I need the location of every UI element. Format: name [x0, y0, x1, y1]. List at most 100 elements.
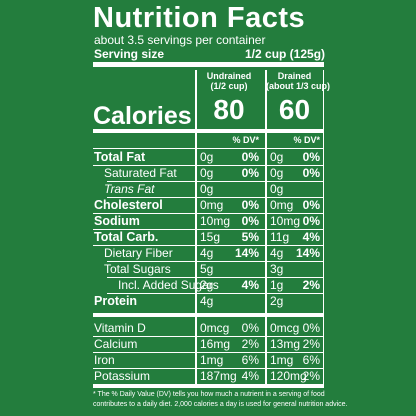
daily-value: 4% — [241, 278, 259, 292]
amount: 10mg — [200, 214, 231, 228]
thick-rule — [93, 384, 324, 388]
amount: 0g — [270, 150, 284, 164]
row-label: Dietary Fiber — [104, 246, 173, 260]
calories-label: Calories — [93, 102, 192, 130]
amount: 0mcg — [270, 321, 300, 335]
row-label: Vitamin D — [94, 321, 146, 335]
rule — [93, 245, 324, 246]
footnote: contributes to a daily diet. 2,000 calor… — [93, 401, 348, 408]
column-divider — [265, 70, 267, 384]
amount: 187mg — [200, 369, 237, 383]
amount: 4g — [200, 294, 214, 308]
column-name: Drained — [277, 71, 312, 81]
daily-value: 2% — [241, 337, 259, 351]
rule — [107, 261, 324, 262]
amount: 5g — [200, 262, 214, 276]
daily-value: 0% — [241, 321, 259, 335]
row-label: Total Fat — [94, 150, 146, 164]
row-label: Incl. Added Sugars — [118, 278, 219, 292]
amount: 0g — [270, 182, 284, 196]
rule — [93, 213, 324, 214]
rule — [107, 181, 324, 182]
column-divider — [195, 70, 197, 384]
rule — [93, 165, 324, 166]
amount: 11g — [270, 230, 290, 244]
thick-rule — [93, 313, 324, 317]
rule — [107, 293, 324, 294]
amount: 10mg — [270, 214, 301, 228]
amount: 1mg — [270, 353, 294, 367]
column-divider — [323, 70, 324, 384]
row-label: Sodium — [94, 214, 140, 228]
daily-value: 2% — [302, 369, 320, 383]
calories-value: 60 — [278, 94, 311, 125]
row-label: Protein — [94, 294, 138, 308]
daily-value: 4% — [302, 230, 320, 244]
amount: 0g — [200, 182, 214, 196]
daily-value: 4% — [241, 369, 259, 383]
column-portion: (1/2 cup) — [210, 81, 248, 91]
daily-value: 2% — [302, 337, 320, 351]
daily-value: 0% — [302, 198, 320, 212]
row-label: Trans Fat — [104, 182, 155, 196]
amount: 0g — [200, 166, 214, 180]
column-portion: (about 1/3 cup) — [266, 81, 331, 91]
amount: 2g — [270, 294, 284, 308]
calories-value: 80 — [213, 94, 245, 125]
daily-value: 0% — [302, 150, 320, 164]
amount: 4g — [270, 246, 284, 260]
column-name: Undrained — [206, 71, 252, 81]
amount: 2g — [200, 278, 214, 292]
row-label: Total Sugars — [104, 262, 171, 276]
daily-value: 6% — [241, 353, 259, 367]
daily-value: 14% — [234, 246, 259, 260]
rule — [93, 148, 324, 149]
amount: 0g — [270, 166, 284, 180]
daily-value: 0% — [241, 166, 259, 180]
amount: 0mg — [270, 198, 294, 212]
title: Nutrition Facts — [93, 2, 306, 34]
amount: 4g — [200, 246, 214, 260]
amount: 120mg — [270, 369, 307, 383]
amount: 16mg — [200, 337, 231, 351]
thick-rule — [93, 62, 324, 67]
daily-value: 6% — [302, 353, 320, 367]
rule — [107, 197, 324, 198]
amount: 0mcg — [200, 321, 230, 335]
rule — [93, 336, 324, 337]
daily-value: 0% — [302, 321, 320, 335]
row-label: Saturated Fat — [104, 166, 177, 180]
rule — [93, 229, 324, 230]
amount: 15g — [200, 230, 221, 244]
daily-value: 0% — [241, 150, 259, 164]
rule — [93, 368, 324, 369]
row-label: Potassium — [94, 369, 151, 383]
thick-rule — [93, 129, 324, 133]
daily-value: 5% — [241, 230, 259, 244]
daily-value: 0% — [241, 198, 259, 212]
row-label: Calcium — [94, 337, 138, 351]
amount: 0g — [200, 150, 214, 164]
amount: 0mg — [200, 198, 224, 212]
servings: about 3.5 servings per container — [94, 33, 266, 47]
amount: 3g — [270, 262, 284, 276]
daily-value: 0% — [302, 166, 320, 180]
serving-size: 1/2 cup (125g) — [245, 47, 326, 61]
daily-value: 0% — [302, 214, 320, 228]
daily-value: 0% — [241, 214, 259, 228]
row-label: Iron — [94, 353, 115, 367]
rule — [93, 352, 324, 353]
amount: 1mg — [200, 353, 224, 367]
footnote: * The % Daily Value (DV) tells you how m… — [93, 391, 325, 398]
amount: 13mg — [270, 337, 301, 351]
dv-header: % DV* — [293, 135, 320, 145]
rule — [107, 277, 324, 278]
serving-size-label: Serving size — [94, 47, 165, 61]
row-label: Cholesterol — [94, 198, 163, 212]
row-label: Total Carb. — [94, 230, 159, 244]
daily-value: 14% — [295, 246, 320, 260]
dv-header: % DV* — [232, 135, 259, 145]
daily-value: 2% — [302, 278, 320, 292]
amount: 1g — [270, 278, 284, 292]
